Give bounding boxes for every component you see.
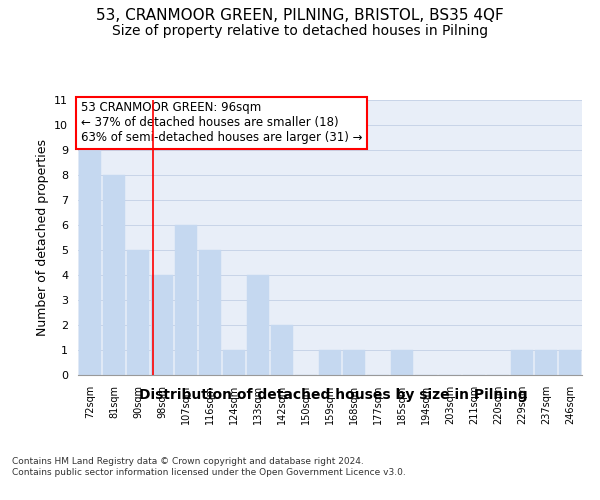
Bar bbox=[559, 350, 581, 375]
Bar bbox=[175, 225, 197, 375]
Bar bbox=[79, 150, 101, 375]
Y-axis label: Number of detached properties: Number of detached properties bbox=[36, 139, 49, 336]
Bar bbox=[127, 250, 149, 375]
Bar bbox=[511, 350, 533, 375]
Bar bbox=[223, 350, 245, 375]
Bar bbox=[271, 325, 293, 375]
Text: Size of property relative to detached houses in Pilning: Size of property relative to detached ho… bbox=[112, 24, 488, 38]
Bar bbox=[199, 250, 221, 375]
Bar bbox=[343, 350, 365, 375]
Bar bbox=[247, 275, 269, 375]
Bar bbox=[391, 350, 413, 375]
Bar bbox=[319, 350, 341, 375]
Text: Contains HM Land Registry data © Crown copyright and database right 2024.
Contai: Contains HM Land Registry data © Crown c… bbox=[12, 458, 406, 477]
Text: Distribution of detached houses by size in Pilning: Distribution of detached houses by size … bbox=[139, 388, 527, 402]
Bar bbox=[103, 175, 125, 375]
Text: 53, CRANMOOR GREEN, PILNING, BRISTOL, BS35 4QF: 53, CRANMOOR GREEN, PILNING, BRISTOL, BS… bbox=[96, 8, 504, 22]
Text: 53 CRANMOOR GREEN: 96sqm
← 37% of detached houses are smaller (18)
63% of semi-d: 53 CRANMOOR GREEN: 96sqm ← 37% of detach… bbox=[80, 102, 362, 144]
Bar bbox=[535, 350, 557, 375]
Bar bbox=[151, 275, 173, 375]
